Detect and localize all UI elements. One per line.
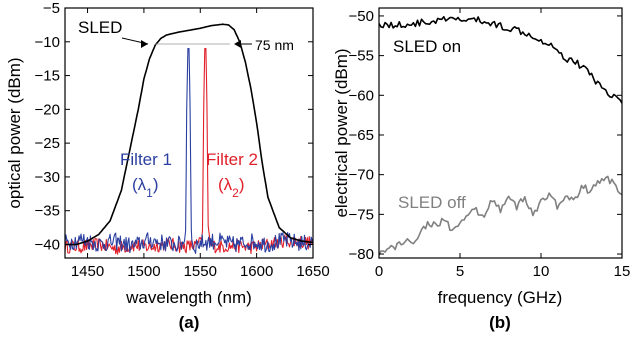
panel-a-ylabel: optical power (dBm) [5, 57, 24, 208]
bandwidth-arrow-right [234, 40, 241, 48]
y-tick-label: −25 [35, 135, 60, 152]
x-tick-label: 10 [533, 263, 550, 280]
y-tick-label: −70 [349, 167, 374, 184]
sled-off-label: SLED off [398, 193, 466, 212]
x-tick-label: 0 [375, 263, 383, 280]
y-tick-label: −50 [349, 8, 374, 25]
filter1-symbol: (λ1) [132, 175, 159, 200]
y-tick-label: −5 [43, 0, 60, 17]
y-tick-label: −75 [349, 206, 374, 223]
y-tick-label: −35 [35, 203, 60, 220]
panel-a: 1450 1500 1550 1600 1650 −5 −10 −15 −20 −25 −30 −35… [5, 0, 330, 332]
sled-on-label: SLED on [393, 37, 461, 56]
y-tick-label: −60 [349, 87, 374, 104]
x-tick-label: 5 [456, 263, 464, 280]
x-tick-label: 15 [614, 263, 631, 280]
y-tick-label: −40 [35, 236, 60, 253]
y-tick-label: −15 [35, 68, 60, 85]
panel-b-ticks: 0 5 10 15 −50 −55 −60 −65 −70 −75 −80 [349, 8, 631, 280]
panel-a-frame [64, 7, 314, 259]
x-tick-label: 1650 [296, 263, 329, 280]
bandwidth-arrow-left [141, 40, 148, 48]
filter2-symbol: (λ2) [218, 175, 245, 200]
bandwidth-label: 75 nm [255, 37, 294, 53]
x-tick-label: 1450 [71, 263, 104, 280]
panel-b-label: (b) [489, 313, 511, 332]
sled-on-line [379, 15, 622, 104]
x-tick-label: 1550 [184, 263, 217, 280]
panel-a-label: (a) [179, 313, 200, 332]
panel-a-xlabel: wavelength (nm) [125, 288, 252, 307]
sled-label: SLED [78, 18, 122, 37]
filter2-spectrum-line [65, 47, 313, 255]
x-tick-label: 1500 [127, 263, 160, 280]
filter2-label: Filter 2 [206, 150, 258, 169]
panel-b-xlabel: frequency (GHz) [438, 288, 563, 307]
y-tick-label: −30 [35, 169, 60, 186]
y-tick-label: −55 [349, 48, 374, 65]
panel-a-ticks: 1450 1500 1550 1600 1650 −5 −10 −15 −20 −25 −30 −35… [35, 0, 330, 280]
y-tick-label: −10 [35, 34, 60, 51]
sled-off-line [379, 175, 622, 256]
panel-b-frame [378, 7, 623, 259]
sled-spectrum-line [65, 23, 313, 246]
panel-a-series [65, 23, 313, 255]
panel-b-series [379, 15, 622, 256]
panel-b-ylabel: electrical power (dBm) [332, 48, 351, 217]
y-tick-label: −80 [349, 246, 374, 263]
filter1-spectrum-line [65, 47, 313, 254]
x-tick-label: 1600 [240, 263, 273, 280]
y-tick-label: −20 [35, 101, 60, 118]
filter1-label: Filter 1 [120, 150, 172, 169]
panel-b: 0 5 10 15 −50 −55 −60 −65 −70 −75 −80 SLED on SLED… [332, 7, 631, 332]
y-tick-label: −65 [349, 127, 374, 144]
